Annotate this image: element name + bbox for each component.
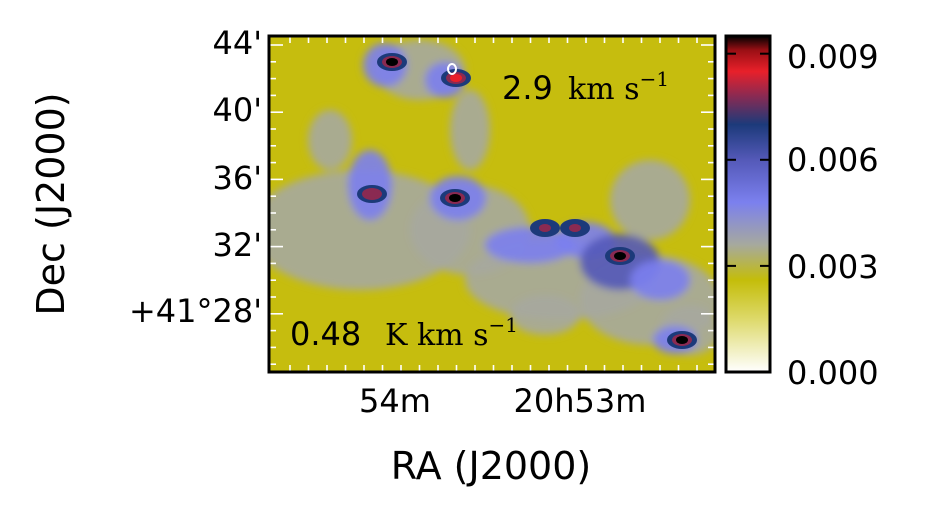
map-panel: 2.9 km s−1 0.48 K km s−1: [267, 34, 717, 374]
x-tick-labels: 54m 20h53m: [359, 382, 646, 420]
map-frame: [267, 34, 717, 374]
velocity-annotation: 2.9: [502, 69, 553, 107]
emission-blob: [485, 227, 575, 263]
beam-ellipse: [447, 63, 457, 75]
emission-peak: [450, 74, 462, 82]
x-tick-label: 20h53m: [514, 382, 647, 420]
emission-blob: [308, 110, 352, 170]
emission-blob: [630, 260, 690, 300]
colorbar-tick-label: 0.009: [787, 38, 879, 76]
emission-blob: [510, 295, 580, 335]
colorbar-gradient: [726, 36, 770, 372]
colorbar-tick-label: 0.006: [787, 141, 879, 179]
y-tick-labels: 44' 40' 36' 32' +41°28': [129, 24, 262, 330]
y-tick-label: +41°28': [129, 292, 262, 330]
y-tick-label: 32': [212, 226, 262, 264]
y-tick-label: 36': [212, 159, 262, 197]
emission-cores: [357, 53, 697, 349]
y-tick-label: 44': [212, 24, 262, 62]
colorbar: 0.009 0.006 0.003 0.000: [724, 34, 879, 392]
emission-blob: [450, 90, 490, 170]
colorbar-ticks: [726, 52, 770, 267]
y-axis-title: Dec (J2000): [29, 92, 73, 315]
y-tick-label: 40': [212, 91, 262, 129]
emission-peak: [676, 336, 688, 344]
emission-peak: [569, 224, 581, 232]
colorbar-tick-label: 0.000: [787, 354, 879, 392]
emission-blob: [269, 170, 470, 290]
emission-peak: [386, 58, 398, 66]
colorbar-tick-label: 0.003: [787, 248, 879, 286]
emission-blob: [348, 150, 392, 220]
emission-peak: [614, 252, 626, 260]
emission-peak: [366, 190, 378, 198]
emission-blob: [610, 160, 690, 240]
emission-peak: [449, 194, 461, 202]
x-axis-title: RA (J2000): [391, 444, 592, 488]
emission-peak: [539, 224, 551, 232]
level-unit: K km s−1: [385, 313, 518, 353]
velocity-unit: km s−1: [568, 67, 669, 107]
level-annotation: 0.48: [290, 315, 361, 353]
x-tick-label: 54m: [359, 382, 431, 420]
colorbar-frame: [724, 34, 772, 374]
